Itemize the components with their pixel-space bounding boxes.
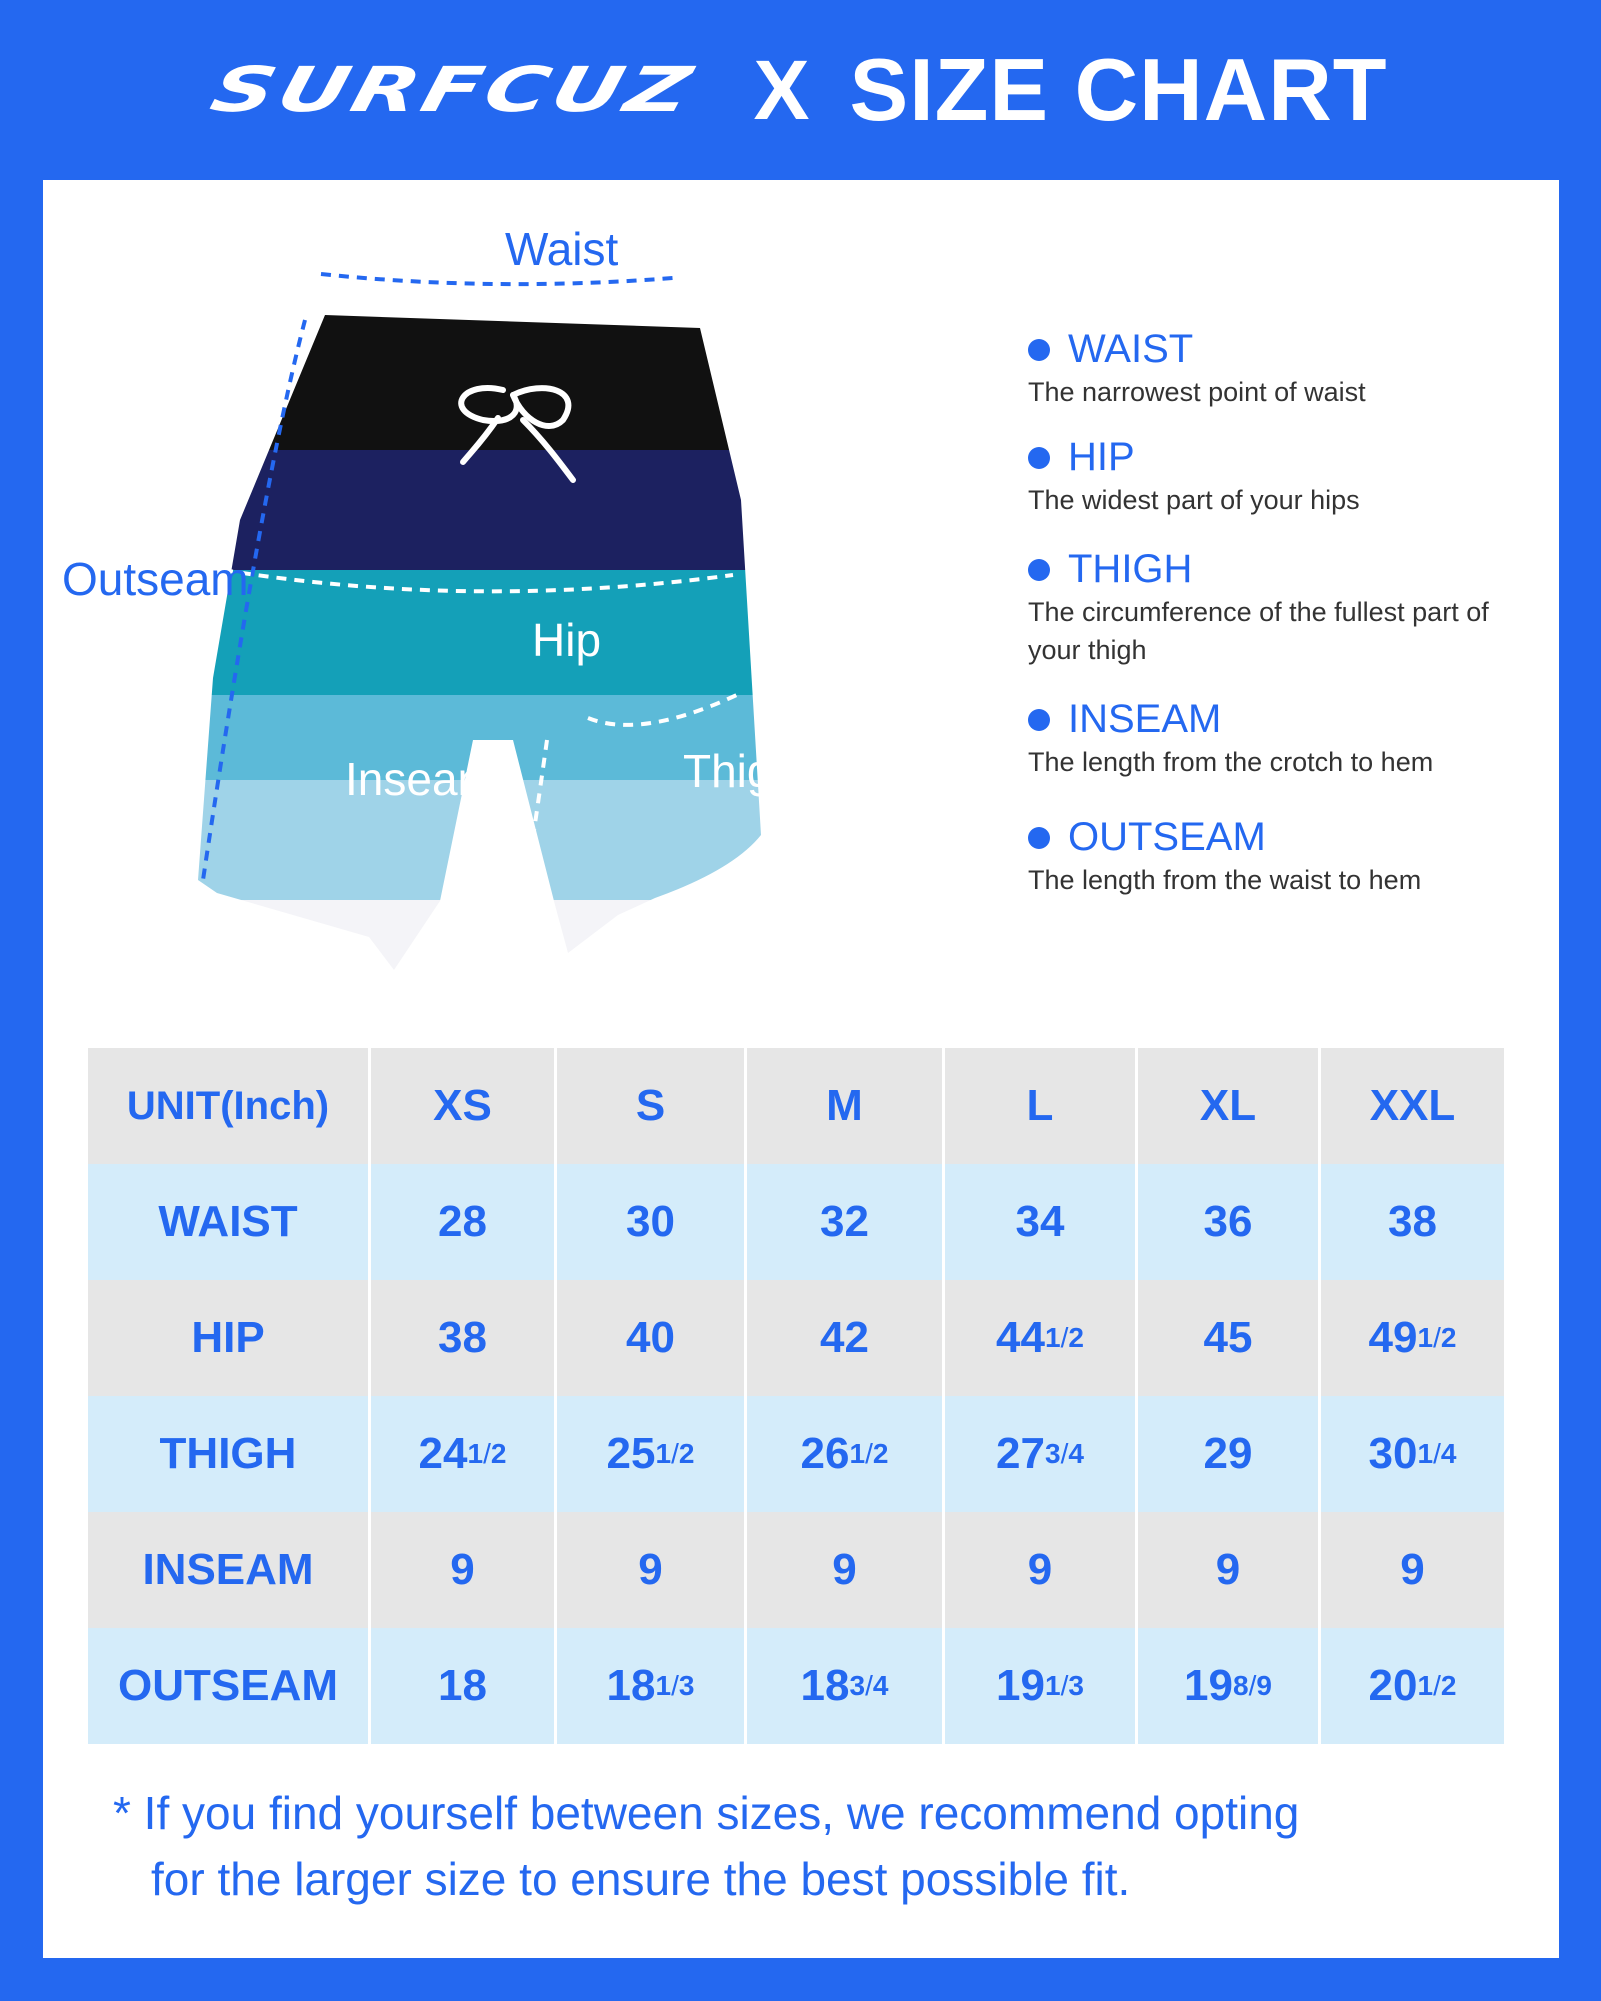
table-cell: 18 3/4 [747,1628,942,1744]
legend-item-outseam: OUTSEAM The length from the waist to hem [1028,813,1548,899]
table-cell: 9 [747,1512,942,1628]
bullet-icon [1028,559,1050,581]
waist-measure-line [320,272,674,287]
table-cell: 34 [945,1164,1135,1280]
bullet-icon [1028,447,1050,469]
table-cell: 45 [1138,1280,1318,1396]
thigh-label: Thigh [683,745,799,797]
note-line-1: * If you find yourself between sizes, we… [113,1787,1300,1839]
size-table: UNIT(Inch) XS S M L XL XXL WAIST 28 30 32 34 36 38 HIP… [88,1048,1506,1744]
legend-desc: The length from the waist to hem [1028,865,1422,895]
hip-measure-line [222,568,734,594]
legend-desc: The narrowest point of waist [1028,377,1366,407]
outseam-label: Outseam [62,553,249,605]
row-label: OUTSEAM [88,1628,368,1744]
row-label: HIP [88,1280,368,1396]
row-label: INSEAM [88,1512,368,1628]
table-cell: 30 1/4 [1321,1396,1504,1512]
legend-name: OUTSEAM [1068,815,1266,859]
hip-label: Hip [532,614,602,666]
table-cell: 9 [557,1512,744,1628]
table-cell: 9 [945,1512,1135,1628]
table-cell: 19 1/3 [945,1628,1135,1744]
table-cell: 36 [1138,1164,1318,1280]
content-panel: Waist Outseam Hip Inseam Thigh WAIST The… [43,180,1559,1958]
size-header: XL [1138,1048,1318,1164]
brand-logo: SURFCUZ [204,54,703,126]
drawstring [458,385,576,483]
bullet-icon [1028,709,1050,731]
table-cell: 49 1/2 [1321,1280,1504,1396]
inseam-label: Inseam [345,753,496,805]
header: SURFCUZ X SIZE CHART [0,0,1601,180]
page-title: SIZE CHART [849,40,1388,139]
table-cell: 42 [747,1280,942,1396]
legend-name: WAIST [1068,327,1194,371]
waist-label: Waist [505,223,619,275]
table-cell: 18 [371,1628,554,1744]
table-cell: 18 1/3 [557,1628,744,1744]
legend-name: INSEAM [1068,697,1222,741]
size-header: XS [371,1048,554,1164]
header-separator: X [753,42,810,137]
inseam-measure-line [511,739,549,971]
table-cell: 25 1/2 [557,1396,744,1512]
table-cell: 9 [1321,1512,1504,1628]
legend-item-hip: HIP The widest part of your hips [1028,433,1548,519]
table-cell: 29 [1138,1396,1318,1512]
size-header: M [747,1048,942,1164]
size-header: L [945,1048,1135,1164]
shorts-stripe [198,900,761,970]
shorts-stripe [198,450,761,570]
table-cell: 28 [371,1164,554,1280]
bullet-icon [1028,339,1050,361]
table-cell: 38 [1321,1164,1504,1280]
table-cell: 9 [1138,1512,1318,1628]
shorts-drawing [198,272,761,971]
table-cell: 30 [557,1164,744,1280]
table-cell: 40 [557,1280,744,1396]
table-cell: 24 1/2 [371,1396,554,1512]
legend-name: THIGH [1068,547,1193,591]
legend-item-waist: WAIST The narrowest point of waist [1028,325,1548,411]
table-cell: 32 [747,1164,942,1280]
bullet-icon [1028,827,1050,849]
size-header: XXL [1321,1048,1504,1164]
unit-header: UNIT(Inch) [88,1048,368,1164]
legend-desc: The widest part of your hips [1028,485,1360,515]
table-cell: 20 1/2 [1321,1628,1504,1744]
table-cell: 44 1/2 [945,1280,1135,1396]
measurement-legend: WAIST The narrowest point of waist HIP T… [1028,325,1548,899]
legend-item-thigh: THIGH The circumference of the fullest p… [1028,545,1548,669]
outseam-measure-line [201,319,307,881]
sizing-note: * If you find yourself between sizes, we… [113,1780,1513,1912]
table-cell: 9 [371,1512,554,1628]
note-line-2: for the larger size to ensure the best p… [151,1853,1131,1905]
legend-name: HIP [1068,435,1135,479]
table-cell: 38 [371,1280,554,1396]
row-label: THIGH [88,1396,368,1512]
table-cell: 19 8/9 [1138,1628,1318,1744]
legend-desc: The length from the crotch to hem [1028,747,1434,777]
size-header: S [557,1048,744,1164]
table-cell: 26 1/2 [747,1396,942,1512]
shorts-illustration: Waist Outseam Hip Inseam Thigh [43,180,1043,1020]
table-cell: 27 3/4 [945,1396,1135,1512]
legend-desc: The circumference of the fullest part of… [1028,597,1489,665]
legend-item-inseam: INSEAM The length from the crotch to hem [1028,695,1548,781]
row-label: WAIST [88,1164,368,1280]
